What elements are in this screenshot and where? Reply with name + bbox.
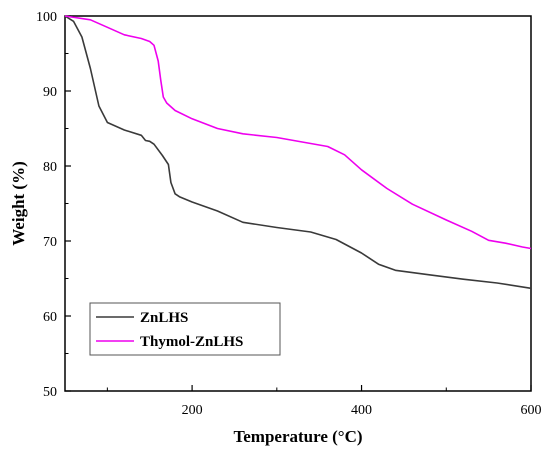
x-tick-label: 600 [521,403,542,418]
x-tick-label: 200 [182,403,203,418]
legend-label-thymol-znlhs: Thymol-ZnLHS [140,334,243,350]
series-line-znlhs [64,15,532,290]
y-tick-label: 60 [43,310,57,325]
y-tick-label: 50 [43,385,57,400]
x-axis-title: Temperature (°C) [233,427,362,446]
legend: ZnLHS Thymol-ZnLHS [89,302,281,356]
series-line-thymol-znlhs [64,15,532,250]
legend-box [89,302,281,356]
y-tick-label: 100 [36,10,57,25]
x-tick-label: 400 [351,403,372,418]
series-lines [64,15,532,290]
y-tick-label: 70 [43,235,57,250]
y-axis-title: Weight (%) [9,161,28,246]
axis-ticks: 200 400 600 50 60 70 80 90 100 [36,10,542,418]
y-tick-label: 80 [43,160,57,175]
legend-label-znlhs: ZnLHS [140,310,188,326]
y-tick-label: 90 [43,85,57,100]
